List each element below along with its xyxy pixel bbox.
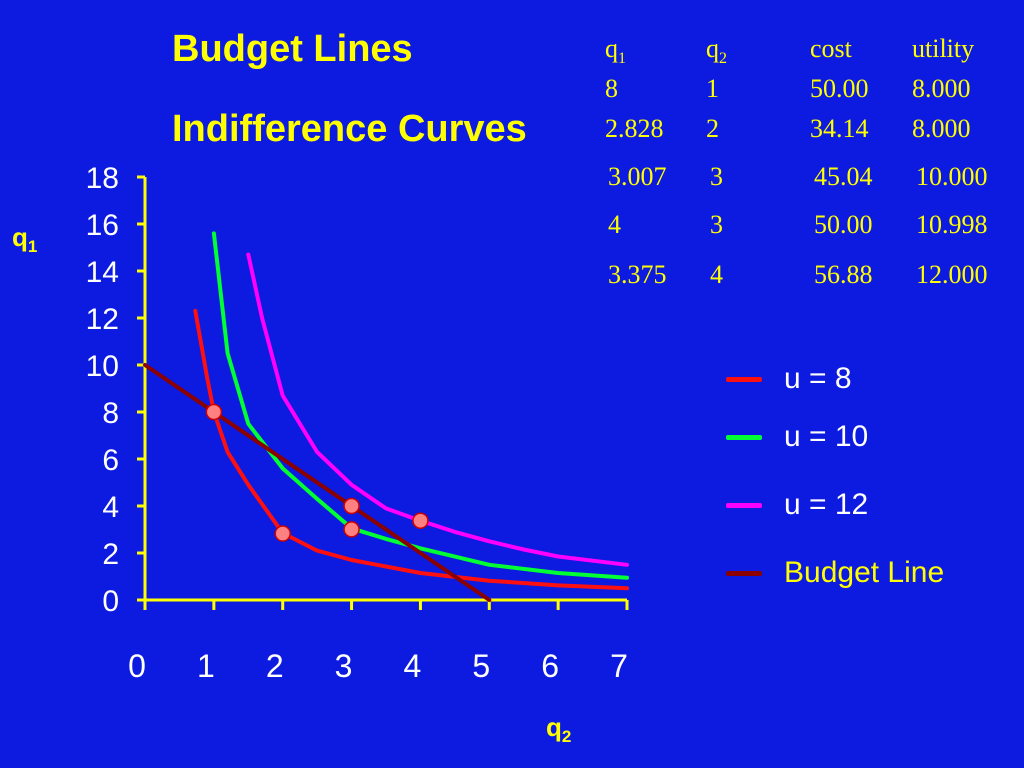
y-tick-label: 14 <box>86 256 119 289</box>
table-cell: 8 <box>605 74 618 103</box>
table-cell: 10.998 <box>916 210 988 239</box>
table-cell: 4 <box>710 260 723 289</box>
legend-item-u8: u = 8 <box>726 362 852 396</box>
legend-item-u12: u = 12 <box>726 488 868 522</box>
y-tick-label: 2 <box>102 538 119 571</box>
table-cell: 1 <box>706 74 719 103</box>
legend-label: u = 12 <box>784 488 869 521</box>
y-tick-label: 4 <box>102 491 119 524</box>
table-cell: 8.000 <box>912 74 971 103</box>
data-point <box>205 403 223 421</box>
data-point <box>412 512 429 529</box>
legend-label: Budget Line <box>784 556 945 589</box>
legend-item-budget-line: Budget Line <box>726 556 944 590</box>
series-line-u-12 <box>246 252 629 567</box>
table-cell: 45.04 <box>814 162 873 191</box>
x-tick-label: 3 <box>335 648 353 684</box>
table-cell: 12.000 <box>916 260 988 289</box>
table-header-q2: q2 <box>706 34 727 68</box>
x-tick-label: 7 <box>610 648 628 684</box>
legend-label: u = 8 <box>784 362 852 395</box>
table-cell: 3.007 <box>608 162 667 191</box>
x-tick-label: 6 <box>541 648 559 684</box>
x-axis-label: q2 <box>546 712 572 747</box>
y-tick-label: 12 <box>86 303 119 336</box>
table-cell: 2.828 <box>605 114 664 143</box>
x-tick-label: 1 <box>197 648 215 684</box>
title-indifference-curves: Indifference Curves <box>172 108 527 150</box>
y-tick-label: 10 <box>86 350 119 383</box>
table-cell: 50.00 <box>810 74 869 103</box>
data-point <box>343 521 360 538</box>
table-header-q1: q1 <box>605 34 626 68</box>
y-tick-label: 6 <box>102 444 119 477</box>
table-cell: 2 <box>706 114 719 143</box>
y-tick-label: 16 <box>86 209 119 242</box>
table-cell: 34.14 <box>810 114 869 143</box>
title-budget-lines: Budget Lines <box>172 28 413 70</box>
y-axis-label: q1 <box>12 222 38 257</box>
table-header-utility: utility <box>912 34 975 63</box>
legend-item-u10: u = 10 <box>726 420 868 454</box>
x-tick-label: 0 <box>128 648 146 684</box>
table-cell: 3 <box>710 210 723 239</box>
table-cell: 56.88 <box>814 260 873 289</box>
table-cell: 3 <box>710 162 723 191</box>
legend-swatch <box>726 434 762 440</box>
x-tick-label: 2 <box>266 648 284 684</box>
y-tick-label: 18 <box>86 162 119 195</box>
legend-swatch <box>726 376 762 382</box>
data-point <box>274 525 291 542</box>
table-cell: 8.000 <box>912 114 971 143</box>
table-cell: 3.375 <box>608 260 667 289</box>
legend-label: u = 10 <box>784 420 869 453</box>
table-header-cost: cost <box>810 34 852 63</box>
series-line-budget-line <box>143 363 492 602</box>
data-point <box>343 497 360 515</box>
table-cell: 4 <box>608 210 621 239</box>
legend-swatch <box>726 502 762 508</box>
y-tick-label: 8 <box>102 397 119 430</box>
table-cell: 10.000 <box>916 162 988 191</box>
x-tick-label: 5 <box>472 648 490 684</box>
table-cell: 50.00 <box>814 210 873 239</box>
y-tick-label: 0 <box>102 585 119 618</box>
x-tick-label: 4 <box>404 648 422 684</box>
legend-swatch <box>726 570 762 576</box>
